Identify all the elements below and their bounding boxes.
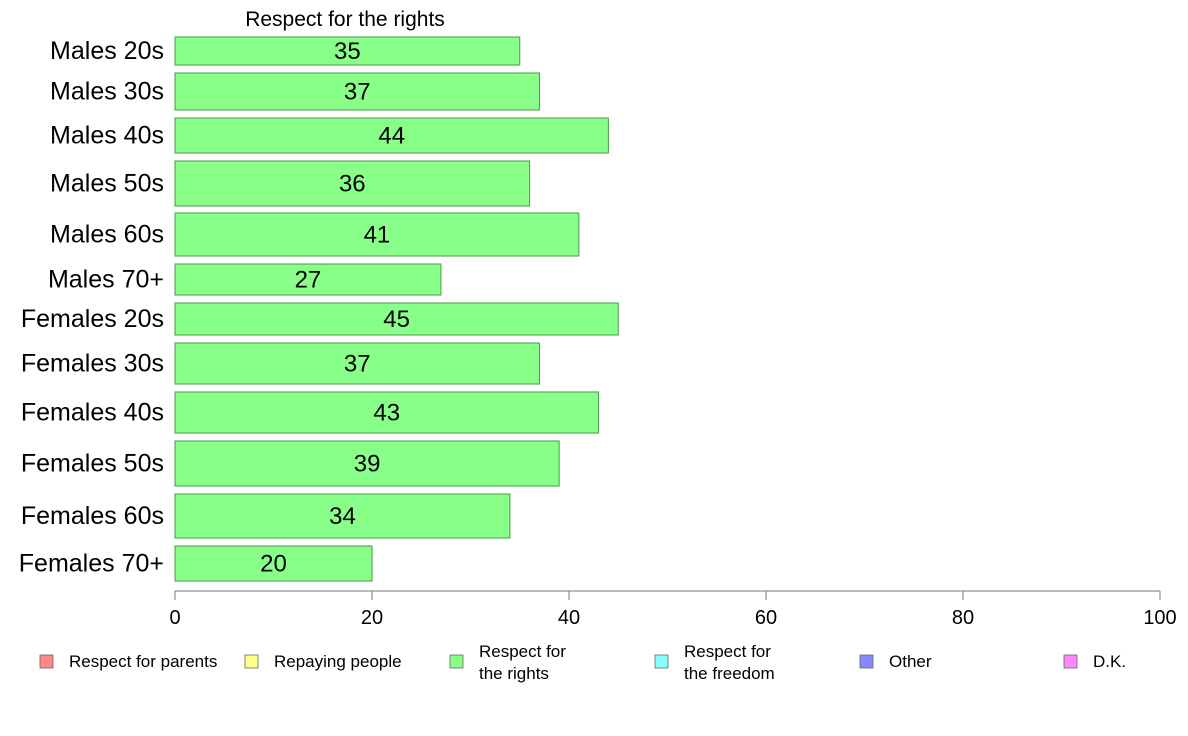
x-tick-label: 20: [361, 607, 383, 629]
x-tick-label: 60: [755, 607, 777, 629]
data-label: 44: [378, 123, 405, 150]
data-label: 27: [295, 267, 322, 294]
bar: [174, 545, 373, 582]
legend-label: D.K.: [1093, 652, 1126, 671]
bar: [174, 117, 609, 154]
bar: [174, 391, 600, 434]
x-axis: 0 20 40 60 80 100: [169, 590, 1177, 629]
bar: [174, 36, 521, 66]
legend-label: Repaying people: [274, 652, 402, 671]
legend-label: Respect for: [479, 642, 566, 661]
data-label: 36: [339, 171, 366, 198]
bar: [174, 342, 540, 385]
category-label: Males 70+: [48, 266, 164, 294]
legend-swatch: [39, 654, 54, 669]
legend-swatch: [244, 654, 259, 669]
legend-swatch: [654, 654, 669, 669]
x-tick-label: 40: [558, 607, 580, 629]
data-label: 41: [364, 222, 391, 249]
legend: Respect for parents Repaying people Respec…: [39, 642, 1126, 683]
bar: [174, 160, 531, 207]
category-label: Females 70+: [19, 550, 164, 578]
category-label: Males 50s: [50, 170, 164, 198]
x-tick-label: 0: [169, 607, 180, 629]
data-label: 45: [383, 306, 410, 333]
chart-title: Respect for the rights: [245, 8, 445, 31]
data-label: 35: [334, 38, 361, 65]
category-label: Males 30s: [50, 78, 164, 106]
data-label: 39: [354, 451, 381, 478]
x-tick-label: 100: [1143, 607, 1176, 629]
legend-label: Respect for parents: [69, 652, 217, 671]
category-label: Males 60s: [50, 221, 164, 249]
category-label: Males 20s: [50, 37, 164, 65]
bar: [174, 263, 442, 296]
data-label: 34: [329, 503, 356, 530]
bar: [174, 212, 580, 257]
data-label: 43: [373, 400, 400, 427]
legend-label: Other: [889, 652, 932, 671]
legend-label: Respect for: [684, 642, 771, 661]
category-label: Females 20s: [21, 305, 164, 333]
legend-label: the rights: [479, 664, 549, 683]
category-label: Females 60s: [21, 502, 164, 530]
data-label: 20: [260, 551, 287, 578]
data-label: 37: [344, 351, 371, 378]
legend-label: the freedom: [684, 664, 775, 683]
bar: [174, 493, 511, 539]
legend-swatch: [859, 654, 874, 669]
data-label: 37: [344, 79, 371, 106]
bar: [174, 302, 619, 336]
bar: [174, 440, 560, 487]
bar: [174, 72, 540, 111]
category-label: Females 40s: [21, 399, 164, 427]
legend-swatch: [1063, 654, 1078, 669]
legend-swatch: [449, 654, 464, 669]
category-label: Females 50s: [21, 450, 164, 478]
category-label: Females 30s: [21, 350, 164, 378]
bars-layer: Males 20s 35 Males 30s 37 Males 40s 44 Males 5…: [19, 36, 619, 582]
x-tick-label: 80: [952, 607, 974, 629]
category-label: Males 40s: [50, 122, 164, 150]
